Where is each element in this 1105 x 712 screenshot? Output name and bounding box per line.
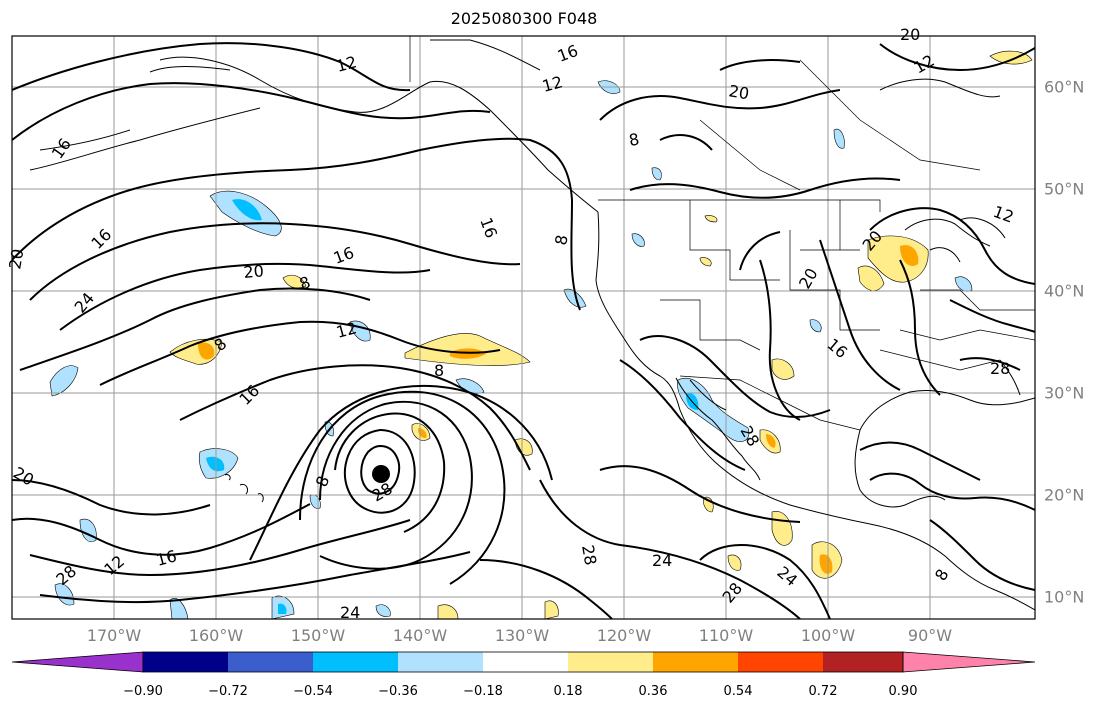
colorbar bbox=[11, 651, 1036, 673]
coastlines bbox=[29, 39, 1035, 611]
colorbar-segment bbox=[653, 652, 738, 672]
colorbar-segment bbox=[313, 652, 398, 672]
lat-label: 50°N bbox=[1044, 179, 1085, 199]
shading-layer bbox=[49, 50, 1033, 619]
colorbar-segment bbox=[738, 652, 823, 672]
colorbar-tick-label: 0.72 bbox=[808, 684, 838, 699]
lat-label: 20°N bbox=[1044, 485, 1085, 505]
contours bbox=[12, 42, 1035, 619]
contour-label: 28 bbox=[578, 543, 600, 566]
colorbar-segment bbox=[823, 652, 903, 672]
contour-label: 8 bbox=[627, 129, 640, 149]
contour-label: 8 bbox=[551, 233, 571, 246]
colorbar-min-extend bbox=[11, 651, 144, 673]
colorbar-tick-label: 0.36 bbox=[638, 684, 668, 699]
lon-label: 100°W bbox=[800, 626, 856, 645]
lat-label: 30°N bbox=[1044, 383, 1085, 403]
lon-label: 140°W bbox=[392, 626, 448, 645]
colorbar-tick-label: −0.36 bbox=[378, 684, 418, 699]
contour-label: 20 bbox=[900, 25, 920, 44]
contour-label: 24 bbox=[340, 603, 360, 622]
map-frame bbox=[11, 35, 1036, 620]
lon-label: 150°W bbox=[290, 626, 346, 645]
colorbar-segment bbox=[228, 652, 313, 672]
colorbar-tick-label: 0.18 bbox=[553, 684, 583, 699]
map-title: 2025080300 F048 bbox=[450, 9, 598, 28]
lon-label: 160°W bbox=[188, 626, 244, 645]
colorbar-segment bbox=[398, 652, 483, 672]
contour-label: 20 bbox=[727, 81, 750, 103]
colorbar-max-extend bbox=[902, 651, 1036, 673]
colorbar-tick-label: −0.18 bbox=[463, 684, 503, 699]
storm-center-marker bbox=[372, 465, 390, 483]
colorbar-segment bbox=[568, 652, 653, 672]
lon-label: 130°W bbox=[494, 626, 550, 645]
map-background bbox=[12, 36, 1035, 619]
lon-label: 90°W bbox=[907, 626, 953, 645]
colorbar-tick-label: −0.90 bbox=[123, 684, 163, 699]
contour-label: 12 bbox=[334, 52, 359, 76]
contour-label: 16 bbox=[154, 546, 179, 570]
lon-label: 120°W bbox=[596, 626, 652, 645]
contour-label: 28 bbox=[990, 359, 1010, 378]
lon-label: 170°W bbox=[86, 626, 142, 645]
colorbar-tick-label: −0.54 bbox=[293, 684, 333, 699]
lat-label: 10°N bbox=[1044, 587, 1085, 607]
contour-label: 12 bbox=[334, 318, 359, 342]
colorbar-segment bbox=[143, 652, 228, 672]
lat-label: 60°N bbox=[1044, 77, 1085, 97]
colorbar-segment bbox=[483, 652, 568, 672]
colorbar-tick-label: −0.72 bbox=[208, 684, 248, 699]
contour-label: 20 bbox=[5, 247, 27, 270]
contour-label: 20 bbox=[243, 261, 265, 282]
lon-label: 110°W bbox=[698, 626, 754, 645]
contour-label: 12 bbox=[540, 72, 565, 96]
lat-label: 40°N bbox=[1044, 281, 1085, 301]
contour-label: 8 bbox=[434, 361, 444, 380]
colorbar-tick-label: 0.54 bbox=[723, 684, 753, 699]
colorbar-tick-label: 0.90 bbox=[888, 684, 918, 699]
contour-label: 24 bbox=[652, 551, 672, 570]
